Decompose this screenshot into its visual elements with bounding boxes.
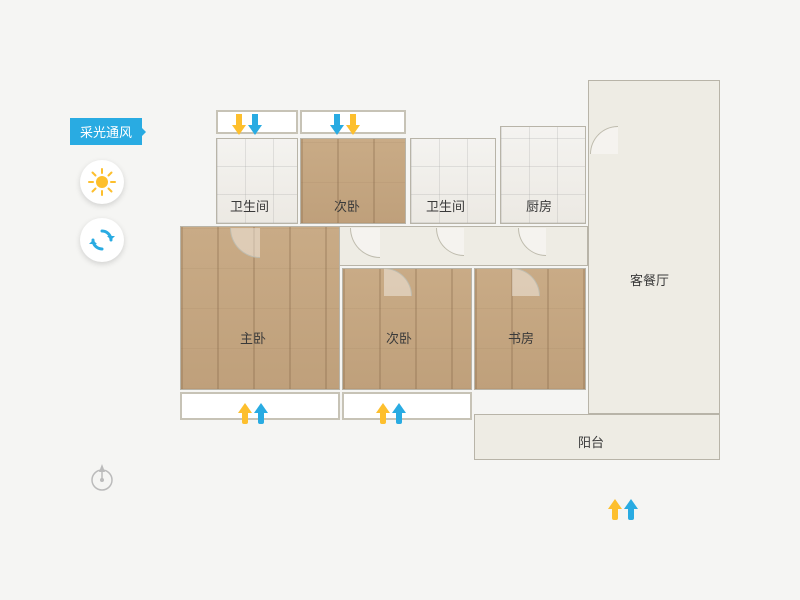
airflow-arrow-pair — [330, 114, 360, 142]
airflow-arrow-blue — [248, 114, 262, 142]
airflow-arrow-yellow — [608, 492, 622, 520]
legend-badge: 采光通风 — [70, 118, 142, 145]
room-label-balc2: 阳台 — [578, 432, 604, 451]
airflow-arrow-yellow — [346, 114, 360, 142]
sun-icon — [88, 168, 116, 196]
room-label-living: 客餐厅 — [630, 270, 669, 289]
floorplan: 阳台厨房卫生间次卧卫生间客餐厅主卧次卧书房阳台 — [180, 80, 740, 520]
airflow-arrow-yellow — [232, 114, 246, 142]
airflow-arrow-pair — [376, 396, 406, 424]
airflow-arrow-pair — [232, 114, 262, 142]
sun-button[interactable] — [80, 160, 124, 204]
airflow-arrow-blue — [254, 396, 268, 424]
room-master — [180, 226, 340, 390]
window-strip — [342, 392, 472, 420]
room-label-bed2a: 次卧 — [334, 196, 360, 215]
room-label-kitchen: 厨房 — [526, 196, 552, 215]
room-label-study: 书房 — [508, 328, 534, 347]
legend-title: 采光通风 — [80, 125, 132, 140]
compass-icon — [85, 460, 119, 499]
airflow-arrow-blue — [392, 396, 406, 424]
room-label-master: 主卧 — [240, 328, 266, 347]
airflow-arrow-pair — [608, 492, 638, 520]
airflow-arrow-pair — [238, 396, 268, 424]
airflow-arrow-yellow — [376, 396, 390, 424]
room-label-bed2b: 次卧 — [386, 328, 412, 347]
room-label-bath1: 卫生间 — [230, 196, 269, 215]
cycle-icon — [89, 227, 115, 253]
airflow-arrow-yellow — [238, 396, 252, 424]
airflow-arrow-blue — [624, 492, 638, 520]
cycle-button[interactable] — [80, 218, 124, 262]
airflow-arrow-blue — [330, 114, 344, 142]
room-label-bath2: 卫生间 — [426, 196, 465, 215]
